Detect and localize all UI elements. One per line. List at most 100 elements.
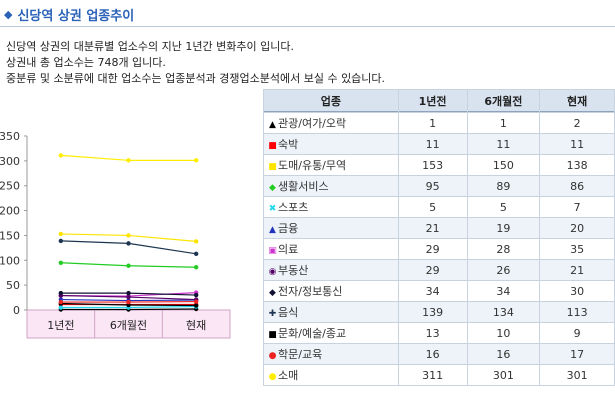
series-point bbox=[126, 158, 131, 163]
value-current: 20 bbox=[540, 218, 614, 238]
industry-name-cell: ● 소매 bbox=[264, 365, 398, 385]
industry-name-label: 소매 bbox=[278, 369, 299, 382]
industry-name-label: 스포츠 bbox=[278, 201, 309, 214]
series-point bbox=[58, 305, 64, 310]
series-point bbox=[193, 158, 199, 163]
industry-name-cell: ■도매/유통/무역 bbox=[264, 155, 398, 175]
value-one-year-ago: 153 bbox=[398, 155, 467, 175]
triangle-icon: ▲ bbox=[269, 120, 276, 130]
y-tick-label: 50 bbox=[6, 279, 20, 292]
table-header-row: 업종 1년전 6개월전 현재 bbox=[264, 90, 614, 112]
series-point bbox=[58, 260, 64, 265]
square-icon: ■ bbox=[268, 330, 277, 340]
industry-name-label: 금융 bbox=[278, 222, 299, 235]
diamond-icon: ◆ bbox=[269, 183, 276, 193]
series-point bbox=[126, 233, 131, 238]
value-current: 17 bbox=[540, 344, 614, 364]
y-tick-label: 100 bbox=[0, 254, 20, 267]
x-tick-label: 1년전 bbox=[47, 319, 74, 332]
page-title-text: 신당역 상권 업종추이 bbox=[17, 8, 135, 24]
table-row: ✚ 음식 139 134 113 bbox=[264, 302, 614, 322]
industry-name-label: 의료 bbox=[278, 243, 299, 256]
industry-name-cell: ● 학문/교육 bbox=[264, 344, 398, 364]
table-row: ▲ 관광/여가/오락 1 1 2 bbox=[264, 113, 614, 133]
table-row: ◆ 생활서비스 95 89 86 bbox=[264, 176, 614, 196]
value-one-year-ago: 29 bbox=[398, 239, 467, 259]
industry-name-cell: ✚ 음식 bbox=[264, 302, 398, 322]
value-six-months-ago: 11 bbox=[467, 134, 540, 154]
y-tick-label: 350 bbox=[0, 130, 20, 143]
value-six-months-ago: 34 bbox=[467, 281, 540, 301]
value-current: 301 bbox=[540, 365, 614, 385]
industry-name-cell: ◉ 부동산 bbox=[264, 260, 398, 280]
description-line-1: 신당역 상권의 대분류별 업소수의 지난 1년간 변화추이 입니다. bbox=[6, 40, 294, 53]
industry-name-label: 도매/유통/무역 bbox=[278, 159, 347, 172]
industry-name-cell: ✖ 스포츠 bbox=[264, 197, 398, 217]
header-industry: 업종 bbox=[264, 90, 398, 112]
table-row: ● 학문/교육 16 16 17 bbox=[264, 344, 614, 364]
page-title: ◆ 신당역 상권 업종추이 bbox=[4, 3, 134, 25]
x-tick-label: 현재 bbox=[186, 319, 206, 332]
y-tick-label: 250 bbox=[0, 180, 20, 193]
value-current: 86 bbox=[540, 176, 614, 196]
y-tick-label: 0 bbox=[13, 304, 20, 317]
industry-name-cell: ▣의료 bbox=[264, 239, 398, 259]
series-point bbox=[58, 153, 64, 158]
square-icon: ■ bbox=[268, 162, 277, 172]
value-current: 30 bbox=[540, 281, 614, 301]
value-one-year-ago: 21 bbox=[398, 218, 467, 238]
value-six-months-ago: 1 bbox=[467, 113, 540, 133]
industry-name-cell: ■문화/예술/종교 bbox=[264, 323, 398, 343]
x-tick-label: 6개월전 bbox=[110, 319, 147, 332]
triangle-icon: ▲ bbox=[269, 225, 276, 235]
value-six-months-ago: 89 bbox=[467, 176, 540, 196]
series-point bbox=[193, 292, 199, 298]
value-six-months-ago: 16 bbox=[467, 344, 540, 364]
value-current: 21 bbox=[540, 260, 614, 280]
series-point bbox=[126, 290, 131, 296]
table-row: ▣의료 29 28 35 bbox=[264, 239, 614, 259]
industry-name-cell: ▲ 관광/여가/오락 bbox=[264, 113, 398, 133]
series-point bbox=[58, 299, 64, 305]
industry-name-cell: ■숙박 bbox=[264, 134, 398, 154]
value-six-months-ago: 28 bbox=[467, 239, 540, 259]
y-tick-label: 300 bbox=[0, 155, 20, 168]
series-point bbox=[193, 303, 199, 308]
series-point bbox=[58, 231, 64, 237]
industry-name-label: 부동산 bbox=[278, 264, 309, 277]
industry-name-label: 음식 bbox=[278, 306, 299, 319]
diamond-bullet-icon: ◆ bbox=[4, 7, 13, 21]
x-icon: ✖ bbox=[268, 204, 277, 214]
industry-name-label: 학문/교육 bbox=[278, 348, 323, 361]
value-six-months-ago: 5 bbox=[467, 197, 540, 217]
circle-icon: ● bbox=[268, 351, 277, 361]
series-point bbox=[193, 299, 199, 304]
industry-count-table: 업종 1년전 6개월전 현재 ▲ 관광/여가/오락 1 1 2 ■숙박 11 11 11 ■도매/… bbox=[263, 89, 615, 386]
x-axis-band bbox=[26, 309, 231, 339]
circle-outline-icon: ◉ bbox=[268, 267, 277, 277]
title-divider bbox=[0, 26, 615, 27]
value-current: 35 bbox=[540, 239, 614, 259]
y-tick-label: 150 bbox=[0, 229, 20, 242]
header-one-year-ago: 1년전 bbox=[398, 90, 467, 112]
table-row: ■도매/유통/무역 153 150 138 bbox=[264, 155, 614, 175]
series-point bbox=[126, 299, 131, 305]
table-row: ◉ 부동산 29 26 21 bbox=[264, 260, 614, 280]
description-line-2: 상권내 총 업소수는 748개 입니다. bbox=[6, 56, 166, 69]
value-six-months-ago: 10 bbox=[467, 323, 540, 343]
value-current: 2 bbox=[540, 113, 614, 133]
y-tick-label: 200 bbox=[0, 205, 20, 218]
value-one-year-ago: 11 bbox=[398, 134, 467, 154]
header-current: 현재 bbox=[540, 90, 614, 112]
square-outline-icon: ▣ bbox=[268, 246, 277, 256]
trend-line-chart: 1년전 6개월전 현재 350 300 250 200 150 100 50 0 bbox=[0, 130, 231, 339]
table-row: ◆ 전자/정보통신 34 34 30 bbox=[264, 281, 614, 301]
square-icon: ■ bbox=[268, 141, 277, 151]
value-one-year-ago: 95 bbox=[398, 176, 467, 196]
value-current: 11 bbox=[540, 134, 614, 154]
industry-name-label: 전자/정보통신 bbox=[278, 285, 343, 298]
industry-name-cell: ◆ 생활서비스 bbox=[264, 176, 398, 196]
table-row: ● 소매 311 301 301 bbox=[264, 365, 614, 385]
value-one-year-ago: 13 bbox=[398, 323, 467, 343]
diamond-icon: ◆ bbox=[269, 288, 276, 298]
